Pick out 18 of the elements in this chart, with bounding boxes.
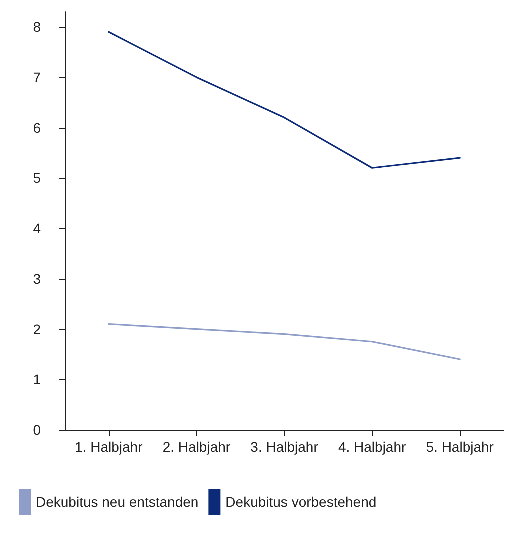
x-tick-label: 3. Halbjahr (250, 439, 319, 455)
x-tick-label: 1. Halbjahr (75, 439, 144, 455)
y-tick-label: 7 (33, 69, 42, 86)
legend-label: Dekubitus neu entstanden (36, 494, 199, 510)
y-tick-label: 0 (33, 422, 42, 438)
y-tick-label: 3 (33, 270, 42, 287)
line-series (108, 31, 461, 169)
y-tick-label: 4 (33, 220, 42, 237)
x-tick-label: 4. Halbjahr (338, 439, 406, 455)
y-tick-label: 8 (33, 19, 42, 36)
line-series (108, 323, 461, 360)
x-tick-label: 5. Halbjahr (426, 439, 494, 455)
legend-label: Dekubitus vorbestehend (226, 494, 377, 510)
y-tick-label: 5 (33, 170, 42, 186)
x-tick-label: 2. Halbjahr (162, 439, 231, 455)
y-tick-label: 6 (33, 120, 42, 136)
y-tick-label: 1 (33, 372, 42, 388)
y-tick-label: 2 (33, 321, 42, 338)
